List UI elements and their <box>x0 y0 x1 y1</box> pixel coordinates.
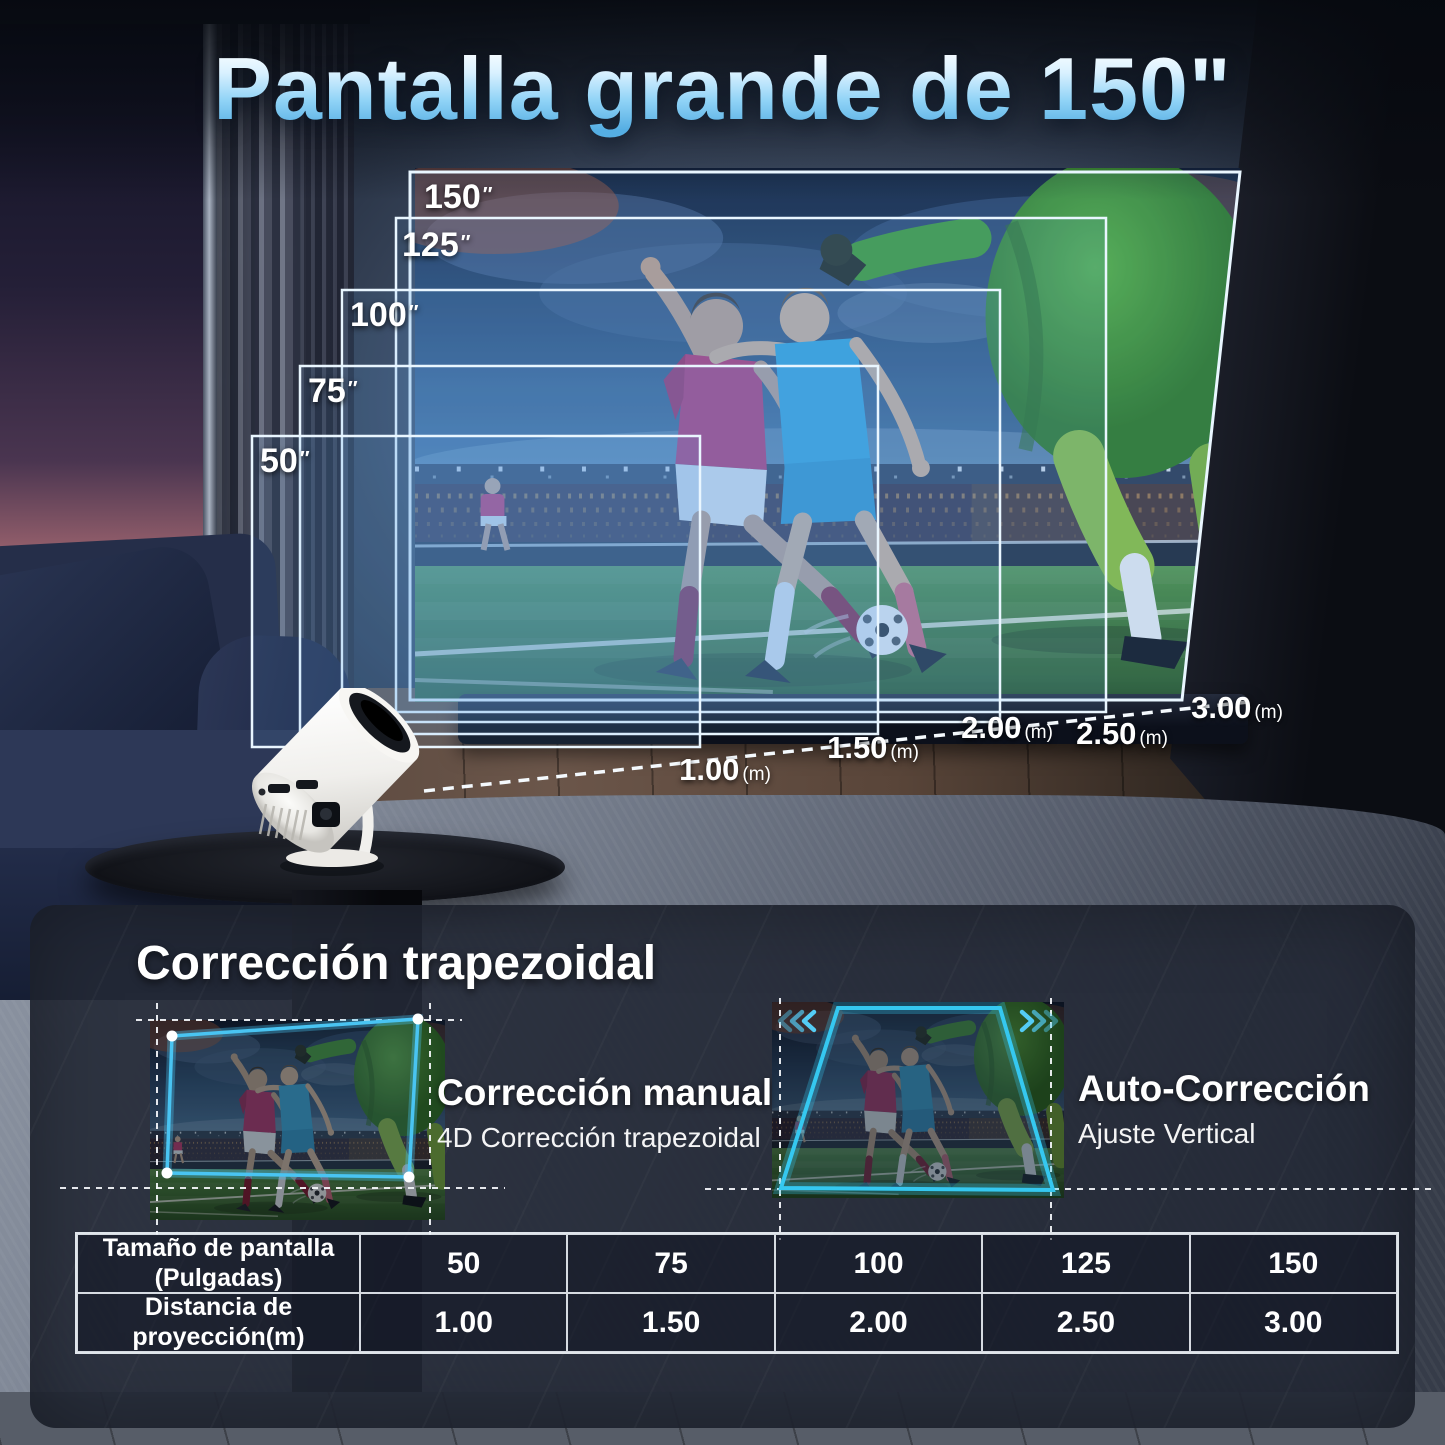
manual-correction-text: Corrección manual 4D Corrección trapezoi… <box>437 1072 772 1154</box>
header-line: Distancia de <box>144 1293 293 1321</box>
auto-correction-image <box>772 1002 1064 1198</box>
projected-soccer-image <box>415 168 1240 702</box>
table-cell-dist-3: 3.00 <box>1189 1293 1397 1352</box>
inch-mark: ″ <box>408 302 419 325</box>
table-cell-dist-2-5: 2.50 <box>982 1293 1190 1352</box>
distance-value: 1.50 <box>827 730 888 765</box>
inch-mark: ″ <box>460 232 471 255</box>
table-cell-dist-1: 1.00 <box>360 1293 568 1352</box>
size-value: 100 <box>350 296 407 334</box>
table-header-distance: Distancia de proyección(m) <box>77 1293 360 1352</box>
table-cell-size-100: 100 <box>774 1234 983 1293</box>
inch-mark: ″ <box>482 184 493 207</box>
projection-spec-table: Tamaño de pantalla (Pulgadas) 50 75 100 … <box>75 1232 1399 1354</box>
table-cell-size-50: 50 <box>360 1234 568 1293</box>
auto-correction-title: Auto-Corrección <box>1078 1068 1370 1109</box>
distance-label-3m: 3.00 (m) <box>1191 690 1283 726</box>
auto-correction-text: Auto-Corrección Ajuste Vertical <box>1078 1068 1370 1150</box>
auto-correction-subtitle: Ajuste Vertical <box>1078 1118 1256 1149</box>
page-title: Pantalla grande de 150" <box>0 38 1445 140</box>
screen-size-label-125: 125″ <box>402 226 471 265</box>
screen-size-label-100: 100″ <box>350 296 419 335</box>
distance-unit: (m) <box>1254 702 1283 723</box>
manual-correction-image <box>150 1020 445 1220</box>
ceiling-shadow <box>0 0 1445 200</box>
distance-unit: (m) <box>742 764 771 785</box>
projector-device <box>232 684 432 888</box>
distance-label-2-5m: 2.50 (m) <box>1076 716 1168 752</box>
table-cell-size-150: 150 <box>1189 1234 1397 1293</box>
size-value: 125 <box>402 226 459 264</box>
keystone-heading: Corrección trapezoidal <box>136 937 657 990</box>
inch-mark: ″ <box>347 378 358 401</box>
table-cell-size-125: 125 <box>982 1234 1190 1293</box>
inch-mark: ″ <box>299 448 310 471</box>
table-cell-dist-1-5: 1.50 <box>567 1293 775 1352</box>
projector-ports <box>258 780 340 841</box>
manual-correction-title: Corrección manual <box>437 1072 773 1113</box>
distance-unit: (m) <box>1139 728 1168 749</box>
table-cell-size-75: 75 <box>567 1234 775 1293</box>
table-cell-dist-2: 2.00 <box>774 1293 983 1352</box>
header-line: (Pulgadas) <box>154 1263 283 1292</box>
manual-correction-subtitle: 4D Corrección trapezoidal <box>437 1122 761 1153</box>
distance-value: 2.50 <box>1076 716 1137 751</box>
projector-illustration <box>251 684 420 876</box>
distance-value: 3.00 <box>1191 690 1252 725</box>
distance-unit: (m) <box>890 742 919 763</box>
distance-value: 2.00 <box>961 710 1022 745</box>
distance-value: 1.00 <box>679 752 740 787</box>
screen-size-label-50: 50″ <box>260 442 310 481</box>
size-value: 75 <box>308 372 346 410</box>
distance-label-1m: 1.00 (m) <box>679 752 771 788</box>
distance-label-2m: 2.00 (m) <box>961 710 1053 746</box>
screen-size-label-150: 150″ <box>424 178 493 217</box>
header-line: Tamaño de pantalla <box>102 1234 335 1262</box>
screen-size-label-75: 75″ <box>308 372 358 411</box>
distance-unit: (m) <box>1024 722 1053 743</box>
size-value: 50 <box>260 442 298 480</box>
distance-label-1-5m: 1.50 (m) <box>827 730 919 766</box>
header-line: proyección(m) <box>132 1322 305 1351</box>
size-value: 150 <box>424 178 481 216</box>
table-header-size: Tamaño de pantalla (Pulgadas) <box>77 1234 360 1293</box>
